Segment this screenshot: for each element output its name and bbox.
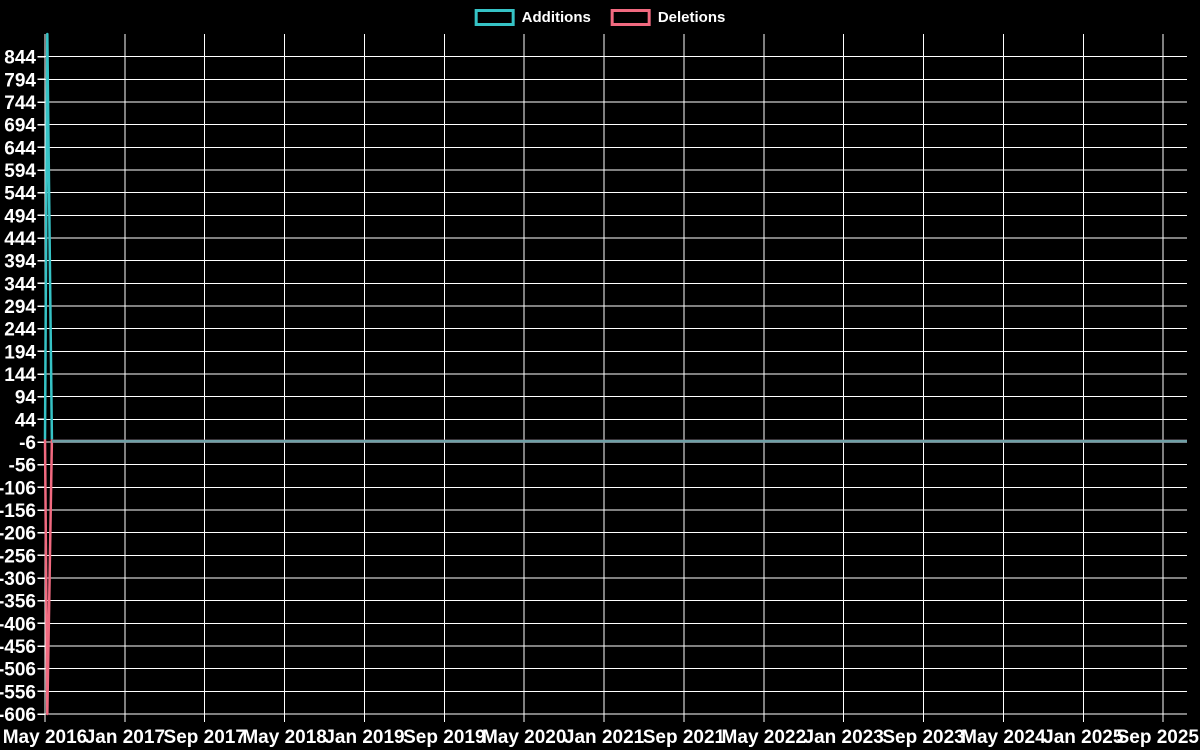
x-tick-label: Jan 2019 <box>324 727 404 748</box>
y-tick-label: 594 <box>4 161 36 182</box>
y-tick-label: 94 <box>15 388 37 409</box>
y-tick-label: 544 <box>4 184 36 205</box>
x-tick-label: May 2024 <box>961 727 1046 748</box>
deletions-series-spike-line <box>43 439 54 716</box>
y-tick-label: -606 <box>0 705 36 726</box>
y-tick-label: -256 <box>0 546 36 567</box>
chart-legend: Additions Deletions <box>474 9 726 26</box>
y-tick-label: -306 <box>0 569 36 590</box>
y-tick-label: 744 <box>4 93 36 114</box>
y-tick-label: -556 <box>0 682 36 703</box>
y-tick-label: 644 <box>4 138 36 159</box>
x-tick-label: May 2022 <box>722 727 807 748</box>
y-tick-label: -156 <box>0 501 36 522</box>
y-tick-label: 294 <box>4 297 36 318</box>
x-tick-label: Jan 2025 <box>1043 727 1124 748</box>
y-tick-label: 144 <box>4 365 36 386</box>
y-tick-label: -356 <box>0 592 36 613</box>
x-tick-label: May 2016 <box>3 727 88 748</box>
x-tick-label: Sep 2021 <box>643 727 726 748</box>
legend-label-additions: Additions <box>521 9 591 26</box>
x-tick-label: Jan 2017 <box>85 727 165 748</box>
y-tick-label: 794 <box>4 70 36 91</box>
x-tick-label: Sep 2025 <box>1117 727 1200 748</box>
x-tick-label: Sep 2017 <box>164 727 246 748</box>
additions-series-spike-line <box>43 32 54 440</box>
x-tick-label: May 2020 <box>482 727 567 748</box>
x-tick-label: Sep 2019 <box>403 727 485 748</box>
x-tick-label: May 2018 <box>242 727 327 748</box>
y-tick-label: -206 <box>0 524 36 545</box>
y-tick-label: -6 <box>19 433 36 454</box>
y-tick-label: -406 <box>0 614 36 635</box>
y-tick-label: 194 <box>4 342 36 363</box>
x-tick-label: Sep 2023 <box>882 727 964 748</box>
y-tick-label: 344 <box>4 274 36 295</box>
x-tick-label: Jan 2021 <box>564 727 645 748</box>
y-tick-label: -56 <box>9 456 36 477</box>
y-tick-label: 244 <box>4 320 36 341</box>
legend-item-deletions[interactable]: Deletions <box>610 9 726 26</box>
y-tick-label: 494 <box>4 206 36 227</box>
y-tick-label: 394 <box>4 252 36 273</box>
deletions-color-swatch <box>610 9 651 26</box>
y-tick-label: 444 <box>4 229 36 250</box>
y-tick-label: -106 <box>0 478 36 499</box>
additions-color-swatch <box>474 9 515 26</box>
x-tick-label: Jan 2023 <box>804 727 884 748</box>
legend-item-additions[interactable]: Additions <box>474 9 591 26</box>
y-tick-label: 694 <box>4 116 36 137</box>
y-tick-label: -456 <box>0 637 36 658</box>
y-tick-label: 844 <box>4 48 36 69</box>
y-tick-label: -506 <box>0 660 36 681</box>
y-tick-label: 44 <box>15 410 37 431</box>
legend-label-deletions: Deletions <box>657 9 726 26</box>
